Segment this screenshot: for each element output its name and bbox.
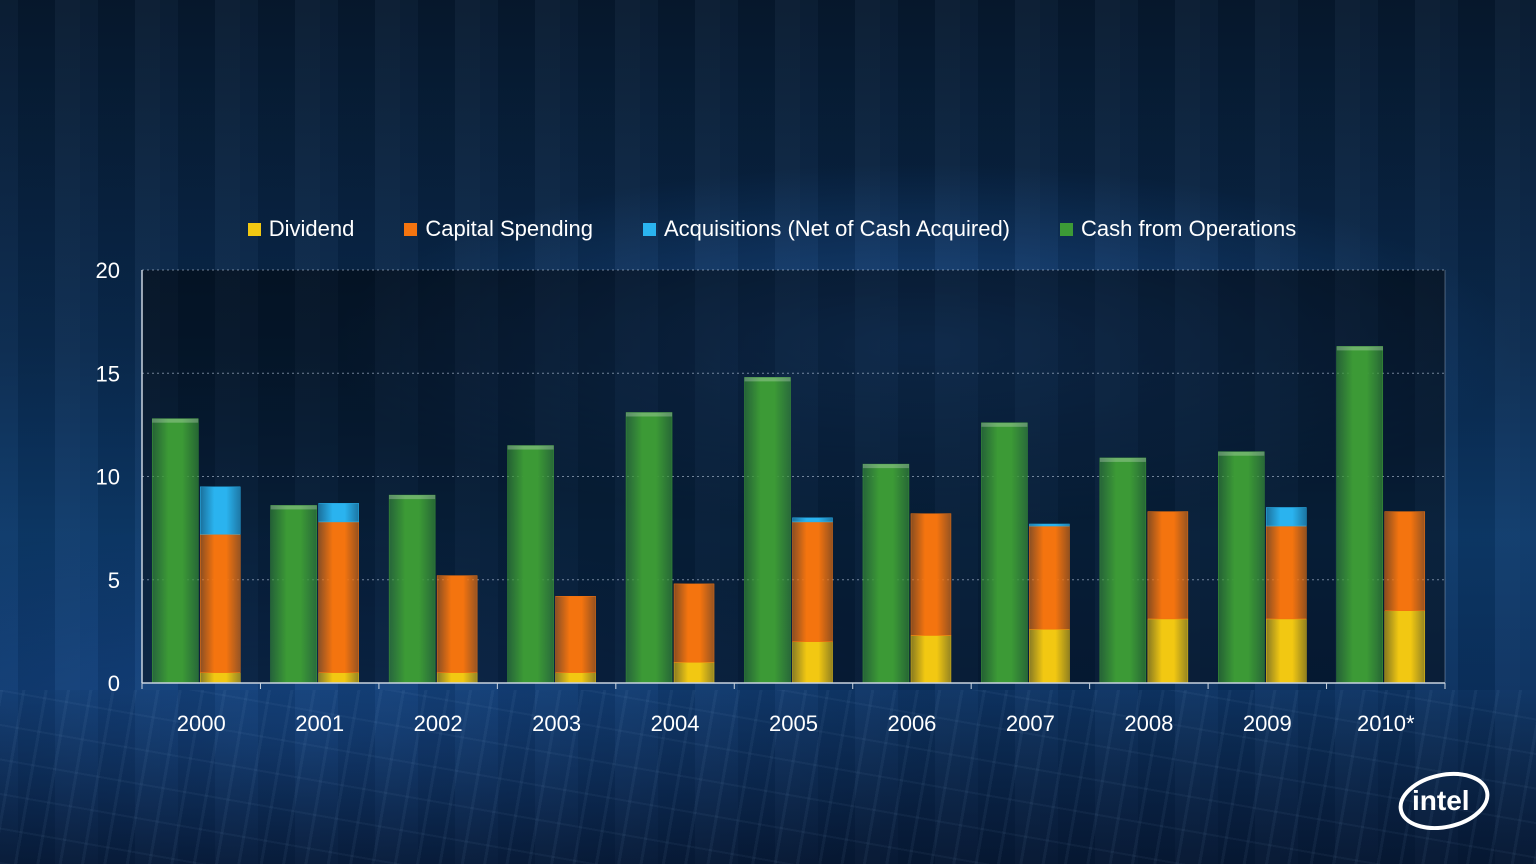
legend-item-capital-spending: Capital Spending (396, 216, 593, 242)
legend-swatch-dividend (247, 222, 261, 236)
legend-item-acquisitions: Acquisitions (Net of Cash Acquired) (635, 216, 1010, 242)
bar-capital-spending-2001 (318, 521, 359, 673)
bar-highlight-cash-from-operations-2005 (744, 377, 791, 382)
legend-label-acquisitions: Acquisitions (Net of Cash Acquired) (663, 216, 1011, 241)
bar-highlight-cash-from-operations-2006 (862, 464, 909, 469)
bar-cash-from-operations-2008 (1099, 457, 1147, 684)
bar-cash-from-operations-2010 (1336, 346, 1384, 684)
bar-capital-spending-2008 (1147, 511, 1189, 620)
x-tick-label: 2001 (295, 711, 344, 736)
legend-swatch-capital-spending (404, 222, 418, 236)
y-tick-label: 20 (96, 258, 120, 283)
legend-swatch-acquisitions (642, 222, 656, 236)
y-tick-label: 15 (96, 361, 120, 386)
bar-acquisitions-net-of-cash-acquired-2001 (318, 503, 359, 523)
bar-highlight-cash-from-operations-2000 (152, 418, 199, 423)
bars (151, 346, 1426, 684)
bar-capital-spending-2003 (555, 596, 596, 673)
bar-acquisitions-net-of-cash-acquired-2009 (1266, 507, 1307, 527)
bar-cash-from-operations-2001 (270, 505, 317, 684)
bar-highlight-cash-from-operations-2010 (1336, 346, 1383, 351)
x-tick-label: 2002 (414, 711, 463, 736)
x-tick-label: 2000 (177, 711, 226, 736)
bar-dividend-2010 (1384, 610, 1426, 684)
bar-capital-spending-2006 (910, 513, 952, 636)
bar-cash-from-operations-2000 (151, 418, 199, 684)
x-tick-label: 2003 (532, 711, 581, 736)
bar-highlight-cash-from-operations-2007 (981, 422, 1028, 427)
bar-cash-from-operations-2006 (862, 463, 910, 684)
bar-capital-spending-2007 (1029, 525, 1070, 630)
x-tick-label: 2009 (1243, 711, 1292, 736)
bar-dividend-2007 (1029, 629, 1070, 684)
svg-text:intel: intel (1412, 785, 1470, 816)
intel-logo: intel (1398, 771, 1490, 830)
y-tick-label: 10 (96, 465, 120, 490)
x-tick-label: 2010* (1357, 711, 1415, 736)
bar-dividend-2006 (910, 635, 952, 684)
bar-cash-from-operations-2004 (625, 412, 673, 684)
x-tick-label: 2007 (1006, 711, 1055, 736)
bar-highlight-cash-from-operations-2009 (1218, 451, 1265, 456)
legend-swatch-cash-from-operations (1060, 222, 1074, 236)
bar-dividend-2000 (199, 672, 241, 684)
bar-dividend-2003 (555, 672, 596, 684)
legend-item-dividend: Dividend (240, 216, 355, 242)
legend-label-capital-spending: Capital Spending (425, 216, 593, 241)
legend-label-cash-from-operations: Cash from Operations (1081, 216, 1297, 241)
bar-highlight-cash-from-operations-2001 (270, 505, 317, 510)
bar-capital-spending-2010 (1384, 511, 1426, 611)
legend-label-dividend: Dividend (268, 216, 355, 241)
bar-highlight-cash-from-operations-2003 (507, 445, 554, 450)
bar-dividend-2002 (436, 672, 478, 684)
x-tick-label: 2004 (651, 711, 700, 736)
chart-legend: Dividend Capital Spending Acquisitions (… (0, 212, 1536, 246)
axes (141, 270, 1446, 689)
bar-capital-spending-2009 (1266, 525, 1307, 620)
bar-capital-spending-2005 (792, 521, 833, 642)
tick-labels: 0 5 10 15 20 2000 2001 2002 2003 2004 2005 2006 2007… (96, 258, 1415, 736)
y-tick-label: 5 (108, 568, 120, 593)
y-tick-label: 0 (108, 671, 120, 696)
bar-dividend-2001 (318, 672, 359, 684)
bar-dividend-2008 (1147, 618, 1189, 684)
bar-acquisitions-net-of-cash-acquired-2007 (1029, 523, 1070, 527)
bar-acquisitions-net-of-cash-acquired-2005 (792, 517, 833, 523)
bar-cash-from-operations-2003 (507, 445, 554, 684)
bar-capital-spending-2000 (199, 534, 241, 673)
legend-item-cash-from-operations: Cash from Operations (1052, 216, 1296, 242)
bar-cash-from-operations-2009 (1218, 451, 1265, 684)
bar-highlight-cash-from-operations-2002 (389, 495, 436, 500)
bar-dividend-2005 (792, 641, 833, 684)
bar-capital-spending-2002 (436, 575, 478, 673)
bar-capital-spending-2004 (673, 583, 715, 663)
bar-cash-from-operations-2005 (744, 377, 791, 684)
bar-highlight-cash-from-operations-2008 (1099, 457, 1146, 462)
bar-cash-from-operations-2007 (981, 422, 1028, 684)
x-tick-label: 2008 (1124, 711, 1173, 736)
x-tick-label: 2005 (769, 711, 818, 736)
x-tick-label: 2006 (887, 711, 936, 736)
bar-cash-from-operations-2002 (388, 494, 436, 684)
bar-dividend-2009 (1266, 618, 1307, 684)
bar-dividend-2004 (673, 662, 715, 684)
bar-highlight-cash-from-operations-2004 (626, 412, 673, 417)
bar-acquisitions-net-of-cash-acquired-2000 (199, 486, 241, 535)
